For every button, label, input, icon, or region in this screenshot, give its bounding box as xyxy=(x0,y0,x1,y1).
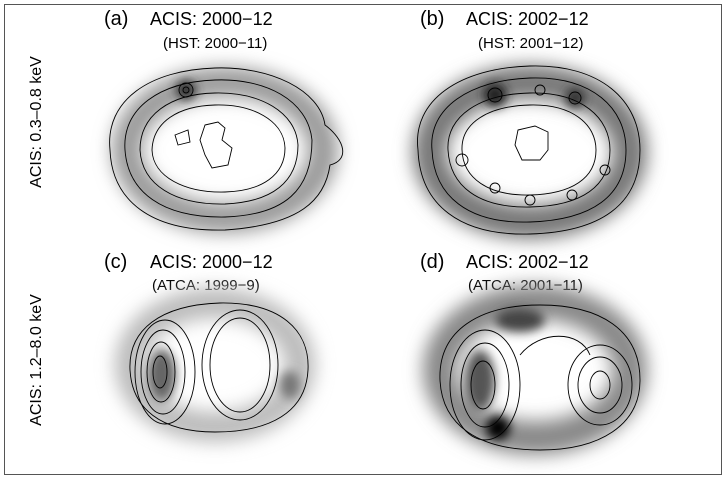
panel: (c) ACIS: 2000−12 (ATCA: 1999−9) xyxy=(104,251,315,442)
panel-label: (a) xyxy=(104,8,128,30)
panel: (b) ACIS: 2002−12 (HST: 2001−12) xyxy=(413,8,647,239)
panel: (d) ACIS: 2002−12 (ATCA: 2001−11) xyxy=(420,251,647,455)
panel-title: ACIS: 2000−12 xyxy=(150,252,273,272)
image xyxy=(109,67,344,233)
panel-label: (d) xyxy=(420,251,444,273)
panel-subtitle: (HST: 2001−12) xyxy=(478,35,583,52)
panel-title: ACIS: 2000−12 xyxy=(150,9,273,29)
image xyxy=(413,65,647,239)
panel-title: ACIS: 2002−12 xyxy=(466,9,589,29)
panel: (a) ACIS: 2000−12 (HST: 2000−11) xyxy=(104,8,344,233)
panel-label: (c) xyxy=(104,251,127,273)
panel-label: (b) xyxy=(420,8,444,30)
panel-subtitle: (HST: 2000−11) xyxy=(163,35,267,52)
panel-title: ACIS: 2002−12 xyxy=(466,252,589,272)
image xyxy=(423,285,647,455)
row-label: ACIS: 1.2–8.0 keV xyxy=(28,294,45,426)
image xyxy=(115,288,315,442)
row-label: ACIS: 0.3–0.8 keV xyxy=(28,56,45,188)
